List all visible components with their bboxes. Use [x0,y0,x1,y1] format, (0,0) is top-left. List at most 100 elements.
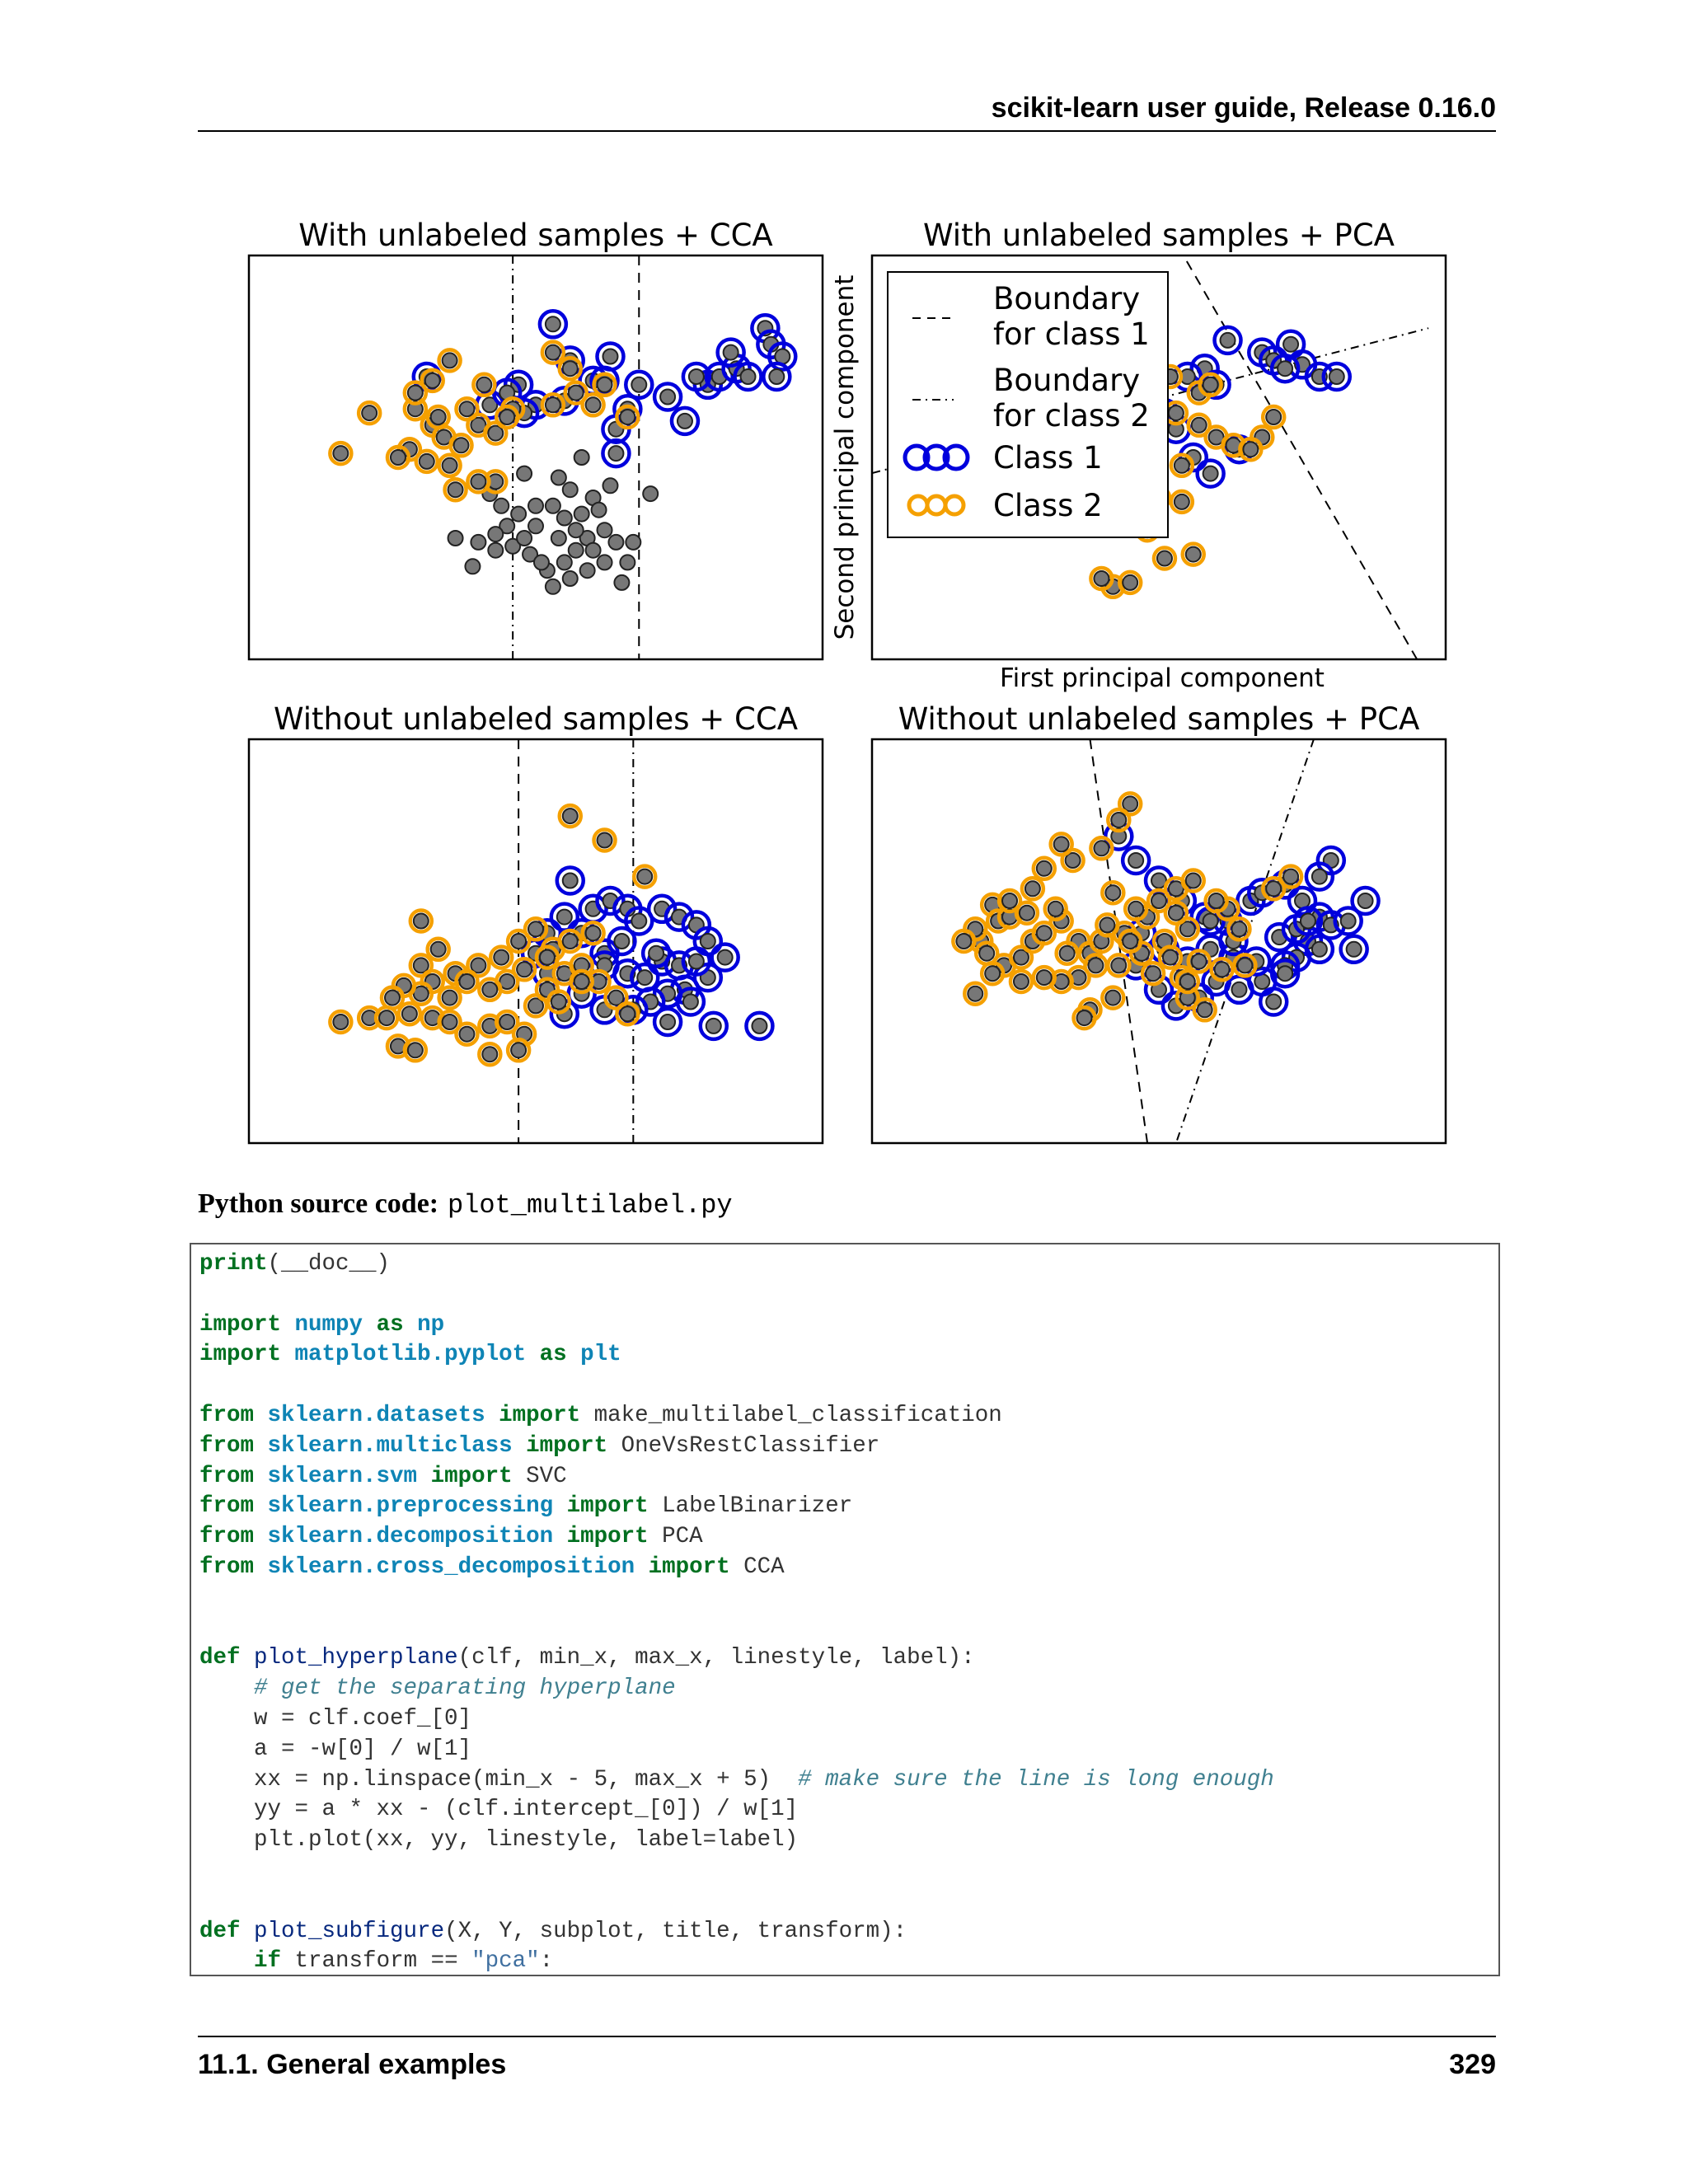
data-point [470,533,487,551]
legend-label: Boundary [993,363,1140,398]
data-point [1099,916,1116,934]
data-point [499,409,516,425]
code-token: plot_subfigure [254,1918,445,1944]
data-point [699,933,716,949]
data-point [567,522,584,539]
class2-marker [1083,953,1109,978]
data-point [1282,868,1300,885]
code-token: (X, Y, subplot, title, transform): [444,1918,907,1944]
class2-marker [373,1005,400,1031]
class2-marker [1146,888,1172,914]
data-point [561,933,579,949]
data-point [1242,441,1259,458]
class2-marker [1192,997,1217,1023]
data-point [955,933,973,949]
class1-marker [762,361,792,392]
data-point [384,989,401,1006]
class2-marker [1008,968,1034,995]
data-point [1110,827,1128,845]
data-point [1151,893,1167,909]
data-point [967,985,984,1002]
class1-marker [1350,885,1381,916]
class2-marker [557,355,584,382]
data-point [1035,969,1053,987]
data-point [429,409,447,425]
data-point [607,533,625,551]
data-point [687,953,705,970]
axes-frame [870,738,1447,1145]
class1-marker [624,369,654,401]
class2-marker [1278,864,1304,889]
data-point [561,570,579,587]
class2-marker [488,944,514,970]
class1-marker [646,893,678,925]
code-token: from [199,1554,255,1580]
data-point [561,808,579,825]
data-point [1213,961,1231,978]
class2-marker [1232,953,1258,978]
source-caption: Python source code: plot_multilabel.py [198,1187,733,1221]
data-point [1265,409,1282,425]
data-point [636,969,654,987]
class2-marker [328,1009,354,1035]
data-point [636,868,654,885]
class2-marker [448,433,474,458]
class2-marker [1157,944,1184,970]
data-point [452,437,470,454]
code-token: : [539,1948,554,1975]
data-point [1282,335,1300,353]
data-point [1202,465,1219,482]
x-axis-label: First principal component [1000,663,1325,693]
code-token: import [199,1342,282,1368]
running-title: scikit-learn user guide, Release 0.16.0 [991,92,1496,124]
class2-marker [1203,888,1229,914]
class2-marker [396,1001,423,1027]
data-point [1093,570,1110,587]
data-point [584,925,602,942]
data-point [550,469,567,486]
code-token: CCA [743,1554,785,1580]
data-point [516,530,533,546]
data-point [722,344,739,361]
data-point [1328,368,1345,385]
code-token: plot_hyperplane [254,1645,458,1671]
class2-marker [540,340,566,365]
data-point [464,558,481,575]
class2-marker [592,372,617,398]
class2-marker [1095,912,1120,938]
data-point [528,997,544,1015]
code-token: (clf, min_x, max_x, linestyle, label): [457,1645,975,1671]
data-point [682,993,699,1010]
class2-marker [1100,985,1126,1010]
source-label: Python source code: [198,1188,439,1219]
plot-area [328,739,775,1143]
data-point [499,518,516,535]
source-filename[interactable]: plot_multilabel.py [447,1190,733,1221]
code-token: (__doc__) [267,1251,391,1277]
class2-marker [534,944,560,970]
panel-with-unlabeled-pca: With unlabeled samples + PCA [870,218,1447,661]
data-point [1012,949,1029,966]
data-point [493,497,510,514]
code-token: sklearn.svm [267,1463,418,1489]
data-point [613,933,631,949]
data-point [1122,795,1139,813]
class1-marker [1195,458,1226,489]
class1-marker [704,361,734,392]
data-point [528,518,544,535]
class2-marker [1020,876,1046,902]
data-point [1145,965,1162,982]
data-point [1202,376,1219,393]
data-point [619,1005,636,1023]
data-point [573,973,590,990]
class2-marker [437,348,462,373]
class1-marker [675,987,706,1017]
data-point [550,993,567,1010]
class2-marker [1117,791,1143,817]
class2-marker [615,404,640,430]
data-point [1110,812,1128,828]
data-point [544,396,561,414]
class1-marker [1269,353,1301,384]
code-token: make_multilabel_classification [593,1402,1002,1428]
code-token: PCA [662,1524,703,1550]
